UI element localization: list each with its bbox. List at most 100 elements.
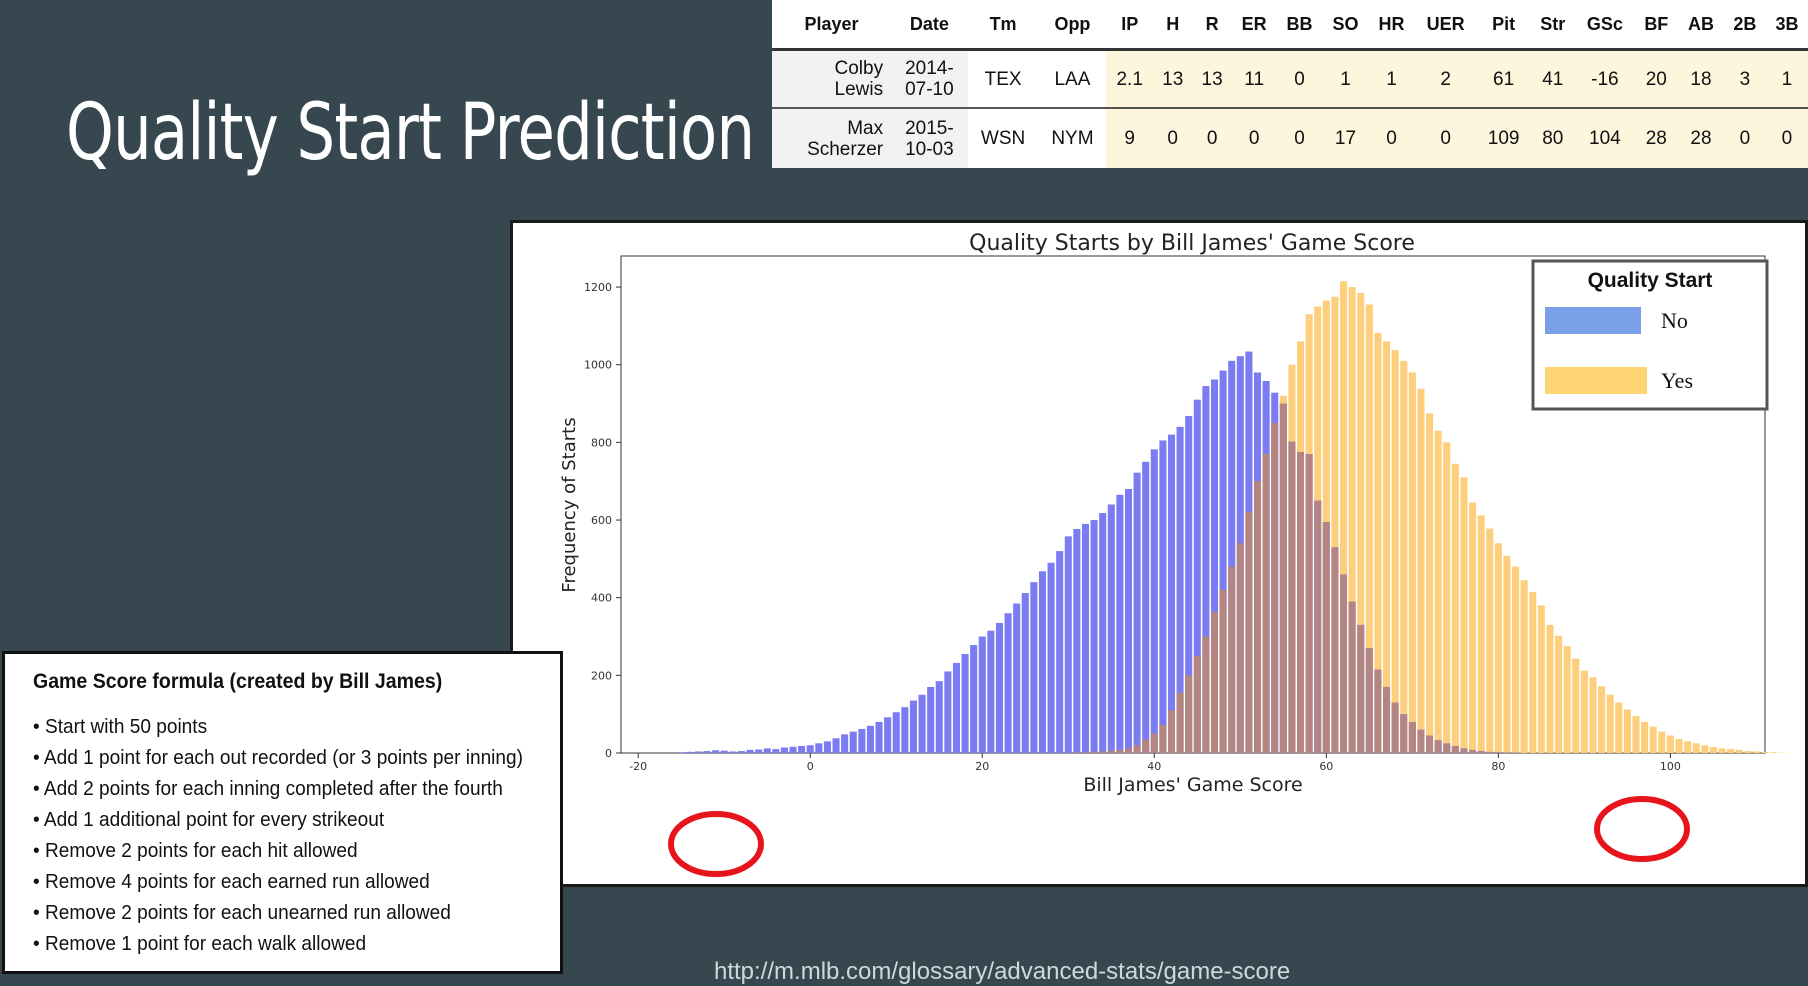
date-line: 10-03: [895, 139, 964, 160]
x-tick-label: 20: [975, 760, 989, 773]
y-tick-label: 800: [591, 436, 612, 449]
bar-no: [996, 623, 1003, 753]
bar-no: [1013, 604, 1020, 753]
bullet-icon: •: [33, 746, 44, 769]
bar-yes: [1761, 752, 1768, 753]
bar-no: [919, 695, 926, 753]
column-header-ip: IP: [1106, 0, 1153, 50]
bar-yes: [1598, 686, 1605, 753]
bar-yes: [1650, 727, 1657, 753]
legend-title: Quality Start: [1588, 269, 1713, 292]
column-header-2b: 2B: [1724, 0, 1766, 50]
bar-overlap: [1228, 567, 1235, 753]
bullet-icon: •: [33, 715, 45, 738]
bar-overlap: [1134, 745, 1141, 753]
stat-cell: 41: [1530, 50, 1575, 109]
bar-yes: [1770, 752, 1777, 753]
left-tail-highlight-circle: [671, 814, 761, 874]
bar-overlap: [1211, 612, 1218, 753]
stat-cell: 109: [1477, 108, 1531, 168]
bar-yes: [1727, 749, 1734, 753]
bar-yes: [1374, 333, 1381, 670]
bar-yes: [1753, 751, 1760, 753]
bar-overlap: [1108, 751, 1115, 753]
column-header-so: SO: [1322, 0, 1368, 50]
formula-item: • Remove 2 points for each unearned run …: [33, 897, 523, 928]
bar-yes: [1641, 722, 1648, 753]
bar-yes: [1417, 389, 1424, 730]
bar-overlap: [1280, 404, 1287, 753]
bar-yes: [1624, 710, 1631, 753]
bar-yes: [1503, 556, 1510, 753]
column-header-str: Str: [1530, 0, 1575, 50]
bar-no: [876, 722, 883, 753]
bar-no: [1142, 462, 1149, 753]
bar-no: [1134, 473, 1141, 753]
formula-list: • Start with 50 points• Add 1 point for …: [33, 711, 560, 959]
bar-yes: [1512, 567, 1519, 753]
date-cell: 2014-07-10: [891, 50, 968, 109]
bar-overlap: [1168, 710, 1175, 753]
bar-overlap: [1417, 730, 1424, 753]
bar-overlap: [1297, 452, 1304, 753]
bar-no: [1073, 529, 1080, 753]
bar-yes: [1710, 747, 1717, 753]
y-tick-label: 1000: [584, 359, 612, 372]
bar-overlap: [1263, 454, 1270, 753]
bar-no: [1065, 536, 1072, 753]
bar-no: [1116, 495, 1123, 753]
bar-no: [695, 751, 702, 753]
stat-cell: 0: [1276, 50, 1322, 109]
bar-yes: [1340, 281, 1347, 574]
bar-overlap: [1237, 543, 1244, 753]
bar-no: [936, 681, 943, 753]
bar-overlap: [1478, 751, 1485, 753]
bar-no: [1022, 593, 1029, 753]
bar-overlap: [1435, 740, 1442, 753]
legend-swatch-yes: [1545, 367, 1647, 394]
game-score-formula-box: Game Score formula (created by Bill Jame…: [2, 651, 563, 974]
stat-cell: TEX: [968, 50, 1039, 109]
bar-yes: [1297, 341, 1304, 452]
formula-item-text: Add 1 point for each out recorded (or 3 …: [44, 746, 523, 769]
bar-yes: [1349, 287, 1356, 602]
bar-no: [987, 631, 994, 753]
stat-cell: 20: [1635, 50, 1678, 109]
bar-overlap: [1443, 743, 1450, 753]
formula-item-text: Remove 2 points for each hit allowed: [45, 839, 358, 862]
formula-item: • Remove 1 point for each walk allowed: [33, 928, 523, 959]
bar-no: [807, 745, 814, 753]
bar-no: [781, 748, 788, 753]
bar-no: [1005, 613, 1012, 753]
bar-overlap: [1220, 590, 1227, 753]
bar-yes: [1581, 671, 1588, 753]
bar-yes: [1693, 743, 1700, 753]
bar-no: [686, 752, 693, 753]
column-header-player: Player: [772, 0, 891, 50]
bar-yes: [1383, 341, 1390, 687]
bar-no: [1099, 513, 1106, 753]
bar-no: [910, 701, 917, 753]
x-tick-label: 40: [1147, 760, 1161, 773]
bar-no: [1091, 520, 1098, 753]
bar-yes: [1478, 515, 1485, 751]
stat-cell: LAA: [1038, 50, 1106, 109]
column-header-bb: BB: [1276, 0, 1322, 50]
bar-yes: [1280, 396, 1287, 404]
stat-cell: 1: [1322, 50, 1368, 109]
stat-cell: 0: [1724, 108, 1766, 168]
bar-yes: [1306, 314, 1313, 454]
bullet-icon: •: [33, 932, 45, 955]
stat-cell: 80: [1530, 108, 1575, 168]
stat-cell: 2: [1415, 50, 1477, 109]
player-name-line: Lewis: [776, 79, 883, 100]
bar-no: [1030, 582, 1037, 753]
formula-title: Game Score formula (created by Bill Jame…: [33, 670, 523, 694]
bar-no: [729, 751, 736, 753]
bar-overlap: [1151, 734, 1158, 753]
x-tick-label: 80: [1491, 760, 1505, 773]
bar-no: [1125, 489, 1132, 753]
bar-overlap: [1185, 675, 1192, 753]
